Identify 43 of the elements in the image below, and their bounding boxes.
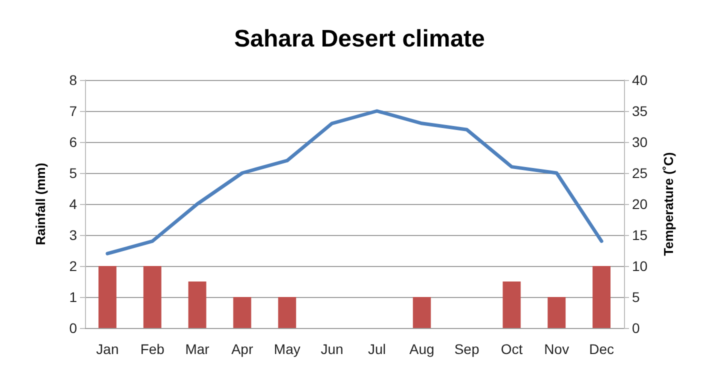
y-tick-label: 8 [69,72,78,88]
y-tick-label: 4 [69,196,78,212]
bar [98,266,116,328]
bar [188,282,206,328]
y2-tick-label: 20 [632,196,648,212]
bar [233,297,252,328]
y-axis-title: Rainfall (mm) [33,162,48,246]
y2-axis-title: Temperature (˚C) [661,152,676,256]
x-tick-label: Dec [589,341,614,357]
y-tick-label: 5 [69,165,78,181]
y2-tick-label: 30 [632,134,648,150]
y2-tick-label: 25 [632,165,648,181]
y2-tick-label: 10 [632,258,648,274]
x-tick-label: Jun [320,341,344,357]
x-tick-label: Mar [185,341,210,357]
y-tick-label: 2 [69,258,78,274]
y-tick-label: 1 [69,289,78,305]
bar [592,266,611,328]
y2-tick-label: 35 [632,103,648,119]
y2-tick-label: 0 [632,320,640,336]
y2-tick-label: 40 [632,72,648,88]
x-tick-label: Jan [96,341,119,357]
x-tick-label: Apr [231,341,254,357]
line-series [106,109,604,256]
y2-tick-label: 5 [632,289,640,305]
x-tick-label: Sep [454,341,480,357]
bar [412,297,431,328]
bar [502,282,521,328]
y-tick-label: 0 [69,320,78,336]
x-tick-label: Oct [500,341,523,357]
x-tick-label: May [274,341,300,357]
bar [548,297,566,328]
chart-title: Sahara Desert climate [234,26,485,52]
x-tick-label: Aug [409,341,434,357]
x-tick-label: Feb [140,341,165,357]
bar [143,266,162,328]
bar [278,297,296,328]
y-tick-label: 3 [69,227,78,243]
x-tick-label: Nov [544,341,570,357]
y-tick-label: 6 [69,134,78,150]
y2-tick-label: 15 [632,227,648,243]
y-tick-label: 7 [69,103,78,119]
x-tick-label: Jul [368,341,386,357]
